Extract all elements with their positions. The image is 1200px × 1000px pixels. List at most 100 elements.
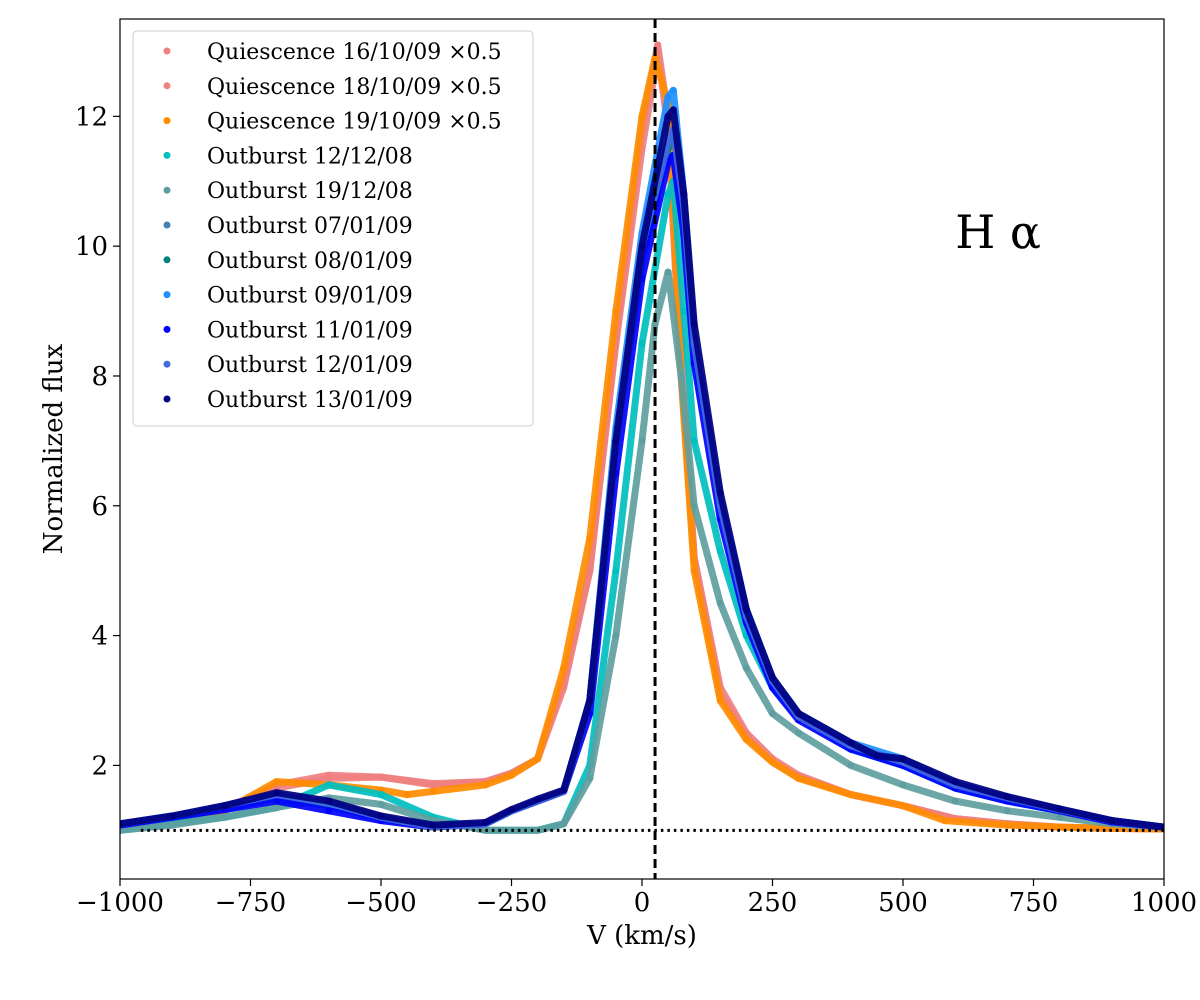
y-tick-label: 2 [91, 751, 108, 781]
series-11-point-25 [899, 755, 907, 763]
series-3-point-23 [795, 774, 803, 782]
legend-marker-8 [163, 291, 171, 299]
series-3-point-21 [742, 736, 750, 743]
series-3-point-4 [273, 778, 281, 786]
series-5-point-25 [1003, 807, 1011, 815]
series-11-point-20 [742, 606, 750, 614]
legend-marker-1 [163, 47, 171, 55]
x-axis-label: V (km/s) [586, 921, 697, 951]
series-5-point-13 [638, 437, 646, 445]
series-11-point-12 [586, 697, 594, 704]
legend-marker-3 [163, 117, 171, 125]
series-11-point-7 [429, 821, 437, 829]
series-11-point-26 [951, 778, 959, 786]
series-2-point-12 [586, 567, 594, 575]
x-tick-label: −1000 [76, 888, 164, 918]
series-5-point-22 [847, 761, 855, 769]
legend-label-8: Outburst 09/01/09 [207, 284, 413, 309]
legend-label-7: Outburst 08/01/09 [207, 249, 413, 274]
series-3-point-26 [941, 817, 949, 825]
line-annotation: H α [955, 205, 1041, 259]
series-11-point-4 [273, 789, 281, 797]
legend-label-2: Quiescence 18/10/09 ×0.5 [207, 75, 502, 100]
series-9-point-5 [325, 807, 333, 815]
legend-marker-2 [163, 82, 171, 90]
x-tick-label: 500 [878, 888, 928, 918]
series-11-point-15 [664, 112, 672, 120]
series-11-point-10 [534, 795, 542, 803]
series-11-point-14 [638, 242, 646, 250]
series-3-point-13 [586, 534, 594, 542]
series-11-point-2 [168, 812, 176, 820]
series-3-point-16 [651, 54, 659, 62]
legend-label-5: Outburst 19/12/08 [207, 179, 413, 204]
series-5-point-20 [769, 710, 776, 717]
legend-marker-5 [163, 186, 171, 194]
series-11-point-24 [873, 752, 881, 760]
series-line-5 [120, 268, 1164, 834]
legend-marker-4 [163, 151, 171, 159]
series-5-point-19 [742, 664, 750, 672]
x-tick-label: −500 [345, 888, 416, 918]
series-5-point-26 [1056, 813, 1064, 821]
x-tick-label: 1000 [1131, 888, 1197, 918]
x-tick-label: −750 [215, 888, 286, 918]
series-5-point-4 [273, 804, 281, 812]
series-5-point-16 [677, 372, 685, 380]
series-4-point-13 [638, 340, 646, 347]
legend-label-11: Outburst 13/01/09 [207, 388, 413, 413]
series-3-point-15 [638, 112, 646, 120]
series-5-point-18 [716, 599, 724, 607]
series-11-point-19 [716, 489, 724, 497]
series-11-point-9 [508, 806, 515, 814]
series-11-point-8 [481, 819, 489, 826]
series-5-point-3 [220, 813, 228, 821]
series-8-point-16 [669, 86, 677, 94]
series-3-point-7 [403, 791, 411, 799]
y-axis-ticks: 2 4 6 8 10 12 [75, 102, 120, 781]
series-3-point-11 [534, 755, 542, 763]
y-axis-label: Normalized flux [39, 343, 69, 554]
series-4-point-6 [377, 791, 385, 799]
legend: Quiescence 16/10/09 ×0.5 Quiescence 18/10… [132, 30, 534, 427]
x-tick-label: 750 [1009, 888, 1059, 918]
series-5-point-2 [168, 821, 176, 829]
legend-label-10: Outburst 12/01/09 [207, 353, 413, 378]
series-8-point-15 [664, 93, 672, 101]
series-11-point-16 [669, 106, 677, 114]
series-line-11 [120, 106, 1164, 831]
x-tick-label: 250 [748, 888, 798, 918]
series-line-3 [120, 54, 1164, 833]
series-5-point-21 [795, 729, 803, 737]
series-11-point-28 [1056, 805, 1064, 813]
series-3-point-10 [508, 771, 515, 779]
series-3-point-14 [612, 307, 620, 315]
legend-box [132, 30, 534, 427]
x-tick-label: 0 [634, 888, 651, 918]
legend-label-1: Quiescence 16/10/09 ×0.5 [207, 40, 502, 65]
series-11-point-23 [847, 739, 855, 747]
series-3-point-12 [560, 664, 568, 672]
series-5-point-15 [664, 268, 672, 276]
legend-marker-6 [163, 221, 171, 229]
series-2-point-15 [654, 41, 662, 49]
series-11-point-13 [612, 437, 620, 445]
series-3-point-27 [1003, 821, 1011, 829]
y-tick-label: 10 [75, 232, 108, 262]
series-5-point-1 [120, 826, 124, 834]
series-11-point-21 [769, 674, 776, 682]
legend-label-6: Outburst 07/01/09 [207, 214, 413, 239]
series-5-point-17 [690, 502, 698, 510]
series-4-point-17 [690, 437, 698, 445]
legend-marker-11 [163, 395, 171, 403]
y-tick-label: 8 [91, 362, 108, 392]
series-11-point-11 [560, 786, 568, 794]
x-tick-label: −250 [476, 888, 547, 918]
y-tick-label: 12 [75, 102, 108, 132]
y-tick-label: 4 [91, 622, 108, 652]
series-4-point-5 [325, 781, 333, 789]
series-3-point-9 [481, 781, 489, 789]
series-11-point-29 [1108, 817, 1116, 825]
series-2-point-5 [325, 771, 333, 779]
